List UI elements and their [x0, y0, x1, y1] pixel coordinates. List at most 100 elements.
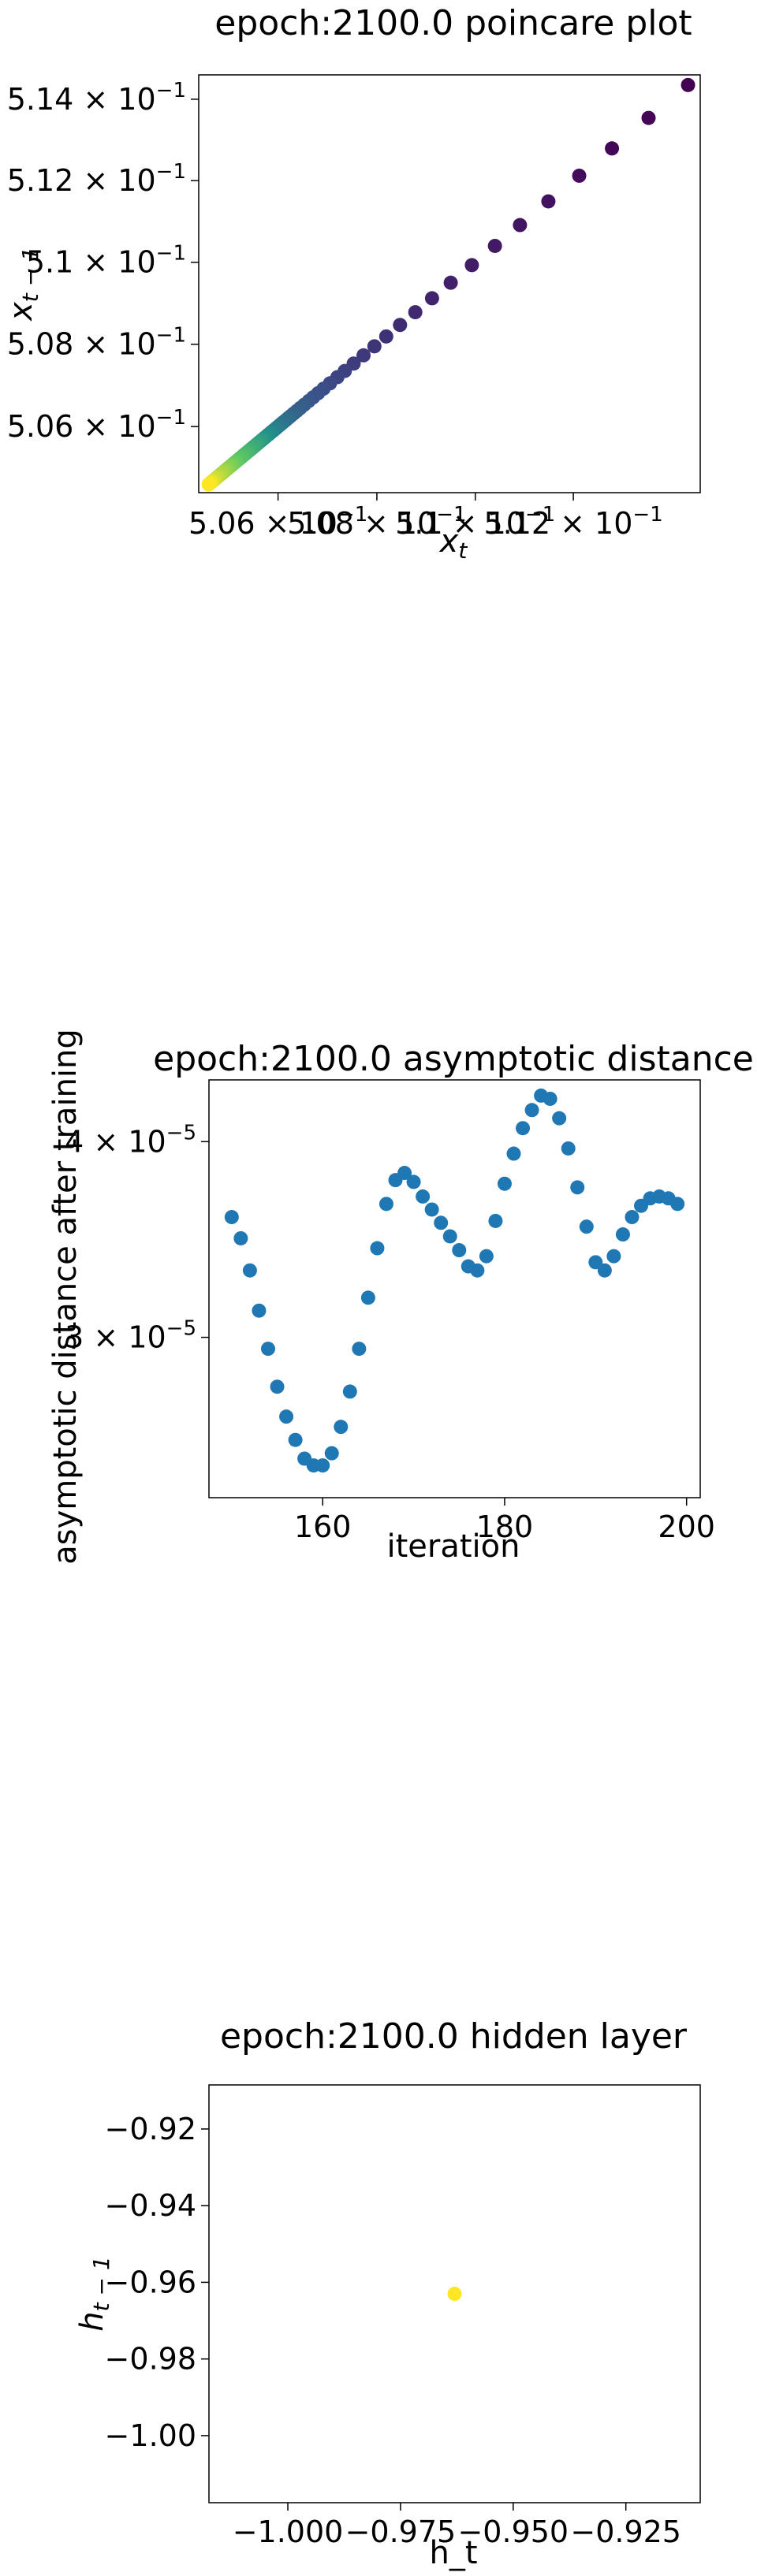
poincare-point [443, 275, 458, 290]
asymptotic-plot-area [208, 1079, 701, 1498]
asymptotic-point [497, 1176, 512, 1191]
asymptotic-point [543, 1091, 557, 1106]
poincare-y-tick-label: 5.06 × 10−1 [7, 406, 186, 444]
poincare-point [424, 291, 439, 306]
hidden-x-tick-label: −0.950 [457, 2515, 569, 2549]
poincare-point [201, 477, 216, 492]
poincare-point [393, 318, 408, 333]
asymptotic-point [260, 1342, 275, 1357]
poincare-chart: epoch:2100.0 poincare plot 5.06 × 10−1 5.… [3, 3, 701, 564]
asymptotic-point [434, 1215, 449, 1230]
asymptotic-point [279, 1409, 294, 1424]
asymptotic-point [315, 1458, 330, 1473]
asymptotic-point [406, 1174, 421, 1189]
poincare-point [541, 194, 556, 209]
asymptotic-point [552, 1111, 567, 1126]
hidden-x-tick-label: −0.975 [345, 2515, 457, 2549]
hidden-y-ticks: −0.92 −0.94 −0.96 −0.98 −1.00 [105, 2112, 209, 2453]
hidden-x-tick-label: −1.000 [233, 2515, 344, 2549]
asymptotic-point [479, 1249, 494, 1264]
asymptotic-point [270, 1379, 285, 1394]
poincare-y-tick-label: 5.08 × 10−1 [7, 324, 186, 362]
hidden-x-ticks: −1.000 −0.975 −0.950 −0.925 [233, 2503, 681, 2549]
asymptotic-x-tick-label: 180 [476, 1509, 534, 1544]
poincare-point [487, 238, 502, 253]
asymptotic-point [561, 1141, 576, 1156]
poincare-point [367, 339, 382, 354]
poincare-y-ticks: 5.06 × 10−1 5.08 × 10−1 5.1 × 10−1 5.12 × 1… [7, 79, 199, 444]
poincare-point [681, 77, 695, 92]
asymptotic-point [615, 1227, 630, 1242]
asymptotic-title: epoch:2100.0 asymptotic distance [153, 1039, 754, 1079]
asymptotic-distance-chart: epoch:2100.0 asymptotic distance 160 180 2… [47, 1029, 754, 1565]
asymptotic-point [352, 1342, 367, 1357]
asymptotic-point [606, 1249, 621, 1264]
asymptotic-point [625, 1210, 640, 1225]
asymptotic-point [579, 1219, 594, 1234]
poincare-y-tick-label: 5.12 × 10−1 [7, 160, 186, 198]
asymptotic-point [442, 1229, 457, 1244]
hidden-y-label: ht − 1 [74, 2256, 114, 2331]
hidden-points [447, 2287, 462, 2301]
asymptotic-point [334, 1420, 349, 1435]
hidden-y-tick-label: −0.96 [105, 2265, 196, 2299]
hidden-layer-chart: epoch:2100.0 hidden layer −1.000 −0.975 −0… [74, 2016, 701, 2571]
poincare-point [356, 348, 371, 363]
asymptotic-point [224, 1210, 239, 1225]
poincare-point [513, 218, 528, 233]
asymptotic-point [397, 1166, 412, 1181]
asymptotic-point [252, 1303, 267, 1318]
asymptotic-points [224, 1088, 685, 1473]
asymptotic-y-label: asymptotic distance after training [47, 1029, 84, 1565]
poincare-y-label: xt − 1 [3, 247, 43, 322]
asymptotic-x-tick-label: 200 [658, 1509, 715, 1544]
poincare-x-tick-label: 5.12 × 10−1 [483, 503, 662, 541]
asymptotic-point [416, 1189, 431, 1204]
asymptotic-point [424, 1202, 439, 1217]
hidden-x-label: h_t [429, 2535, 477, 2571]
asymptotic-y-tick-label: 4 × 10−5 [65, 1121, 196, 1159]
hidden-y-tick-label: −1.00 [105, 2418, 196, 2453]
asymptotic-point [588, 1255, 603, 1270]
asymptotic-point [342, 1384, 357, 1399]
poincare-plot-area [198, 74, 701, 493]
poincare-point [605, 141, 620, 156]
hidden-y-tick-label: −0.94 [105, 2188, 196, 2223]
poincare-y-tick-label: 5.1 × 10−1 [26, 242, 186, 280]
poincare-title: epoch:2100.0 poincare plot [214, 3, 692, 43]
asymptotic-point [506, 1146, 521, 1161]
hidden-y-tick-label: −0.98 [105, 2342, 196, 2377]
poincare-point [641, 110, 656, 125]
poincare-point [408, 305, 423, 320]
asymptotic-point [288, 1432, 303, 1447]
asymptotic-point [233, 1230, 248, 1245]
asymptotic-point [570, 1180, 585, 1195]
asymptotic-point [360, 1290, 375, 1305]
asymptotic-point [524, 1103, 539, 1118]
hidden-x-tick-label: −0.925 [570, 2515, 681, 2549]
poincare-point [464, 258, 479, 273]
poincare-point [378, 329, 393, 344]
hidden-point [447, 2287, 462, 2301]
poincare-points [201, 77, 695, 492]
asymptotic-x-ticks: 160 180 200 [294, 1498, 715, 1544]
asymptotic-point [242, 1263, 257, 1278]
hidden-plot-area [208, 2084, 701, 2503]
asymptotic-x-label: iteration [387, 1528, 520, 1565]
asymptotic-y-ticks: 3 × 10−5 4 × 10−5 [65, 1121, 209, 1355]
asymptotic-point [488, 1213, 503, 1228]
poincare-point [572, 168, 587, 183]
asymptotic-point [670, 1197, 685, 1212]
asymptotic-y-tick-label: 3 × 10−5 [65, 1317, 196, 1355]
poincare-x-ticks: 5.06 × 10−15.08 × 10−15.1 × 10−15.12 × 1… [188, 493, 663, 541]
asymptotic-point [452, 1243, 467, 1258]
hidden-title: epoch:2100.0 hidden layer [220, 2016, 688, 2057]
asymptotic-x-tick-label: 160 [294, 1509, 352, 1544]
asymptotic-point [516, 1121, 531, 1136]
poincare-y-tick-label: 5.14 × 10−1 [7, 79, 186, 117]
asymptotic-point [378, 1197, 393, 1212]
asymptotic-point [597, 1263, 612, 1278]
asymptotic-point [370, 1241, 385, 1256]
asymptotic-point [470, 1263, 485, 1278]
